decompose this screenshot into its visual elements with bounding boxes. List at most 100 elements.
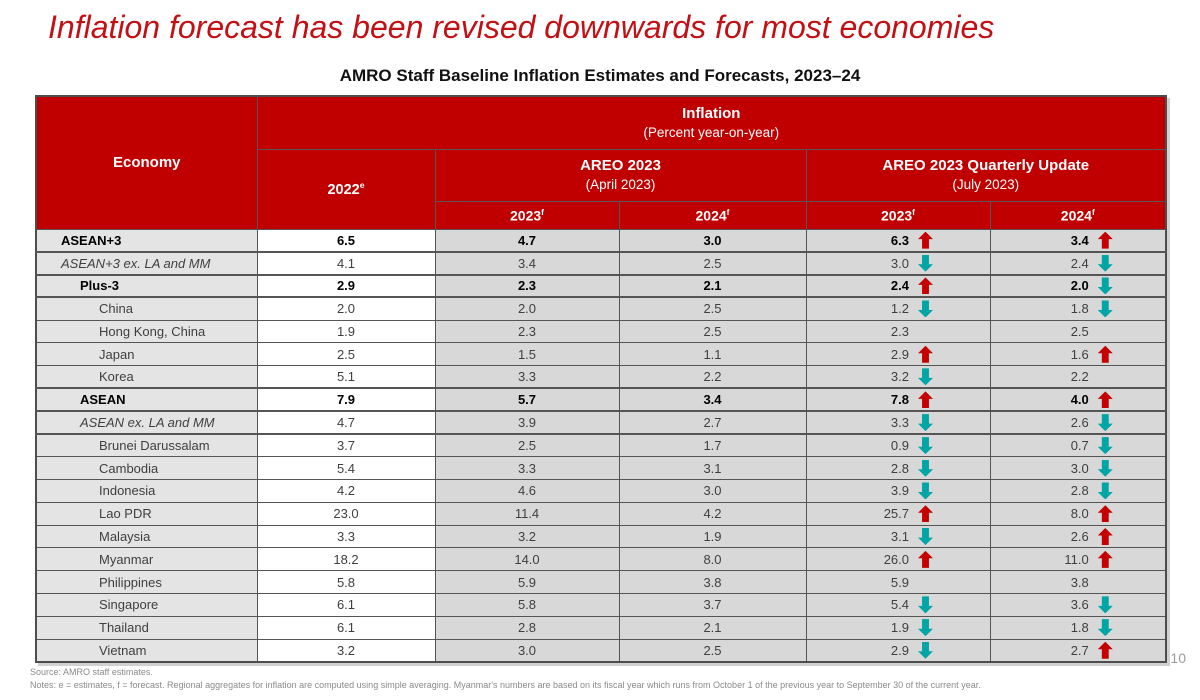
down-arrow-icon [1097,437,1113,455]
value-april-2023: 1.5 [435,342,619,366]
value-april-2024: 3.7 [618,593,806,617]
forecast-cell: 2.8 [805,456,990,480]
value-2022: 18.2 [256,547,436,571]
value-april-2023: 5.8 [435,593,619,617]
up-arrow-icon [1097,528,1113,546]
economy-cell: Lao PDR [36,501,257,526]
down-arrow-icon [918,368,933,386]
value-april-2023: 2.3 [435,273,619,298]
forecast-cell: 1.9 [805,615,990,640]
inflation-forecast-table: Economy Inflation (Percent year-on-year)… [35,95,1168,663]
value-april-2024: 2.5 [618,296,806,321]
economy-name: Plus-3 [80,278,120,294]
down-arrow-icon [1097,596,1113,614]
forecast-cell: 2.4 [805,273,990,298]
up-arrow-icon [918,231,933,249]
economy-name: Malaysia [99,529,151,545]
value-2022: 4.1 [256,250,436,275]
table-row: Singapore 6.1 5.8 3.7 5.4 3.6 [36,593,1167,617]
economy-cell: ASEAN+3 ex. LA and MM [36,250,257,275]
economy-name: Singapore [99,597,159,613]
value-2022: 23.0 [256,501,436,526]
value-april-2023: 14.0 [435,547,619,571]
value-2022: 6.1 [256,615,436,640]
header-july-2024: 2024f [989,200,1167,230]
forecast-cell: 2.9 [805,342,990,366]
economy-name: Lao PDR [99,506,152,522]
forecast-cell: 2.9 [805,638,990,662]
down-arrow-icon [918,596,933,614]
down-arrow-icon [1097,300,1113,318]
forecast-value: 8.0 [1070,506,1089,522]
economy-name: ASEAN ex. LA and MM [80,415,215,431]
forecast-value: 2.5 [1070,324,1089,340]
header-july-2023: 2023f [805,200,991,230]
forecast-cell: 4.0 [989,387,1167,412]
value-april-2023: 3.3 [435,365,619,389]
down-arrow-icon [918,254,933,272]
header-april-2024: 2024f [618,200,807,230]
up-arrow-icon [1097,345,1113,363]
value-april-2024: 1.7 [618,433,806,457]
forecast-value: 5.4 [890,597,909,613]
forecast-value: 2.7 [1070,642,1089,658]
economy-name: Indonesia [99,483,156,499]
table-row: Vietnam 3.2 3.0 2.5 2.9 2.7 [36,638,1167,662]
forecast-cell: 0.9 [805,433,990,457]
economy-name: Vietnam [99,642,147,658]
value-2022: 4.7 [256,410,436,435]
value-april-2024: 2.7 [618,410,806,435]
table-row: ASEAN 7.9 5.7 3.4 7.8 4.0 [36,387,1167,412]
down-arrow-icon [918,459,933,477]
value-april-2024: 2.2 [618,365,806,389]
footnotes: Source: AMRO staff estimates. Notes: e =… [30,666,1180,692]
value-april-2023: 3.4 [435,250,619,275]
economy-name: Brunei Darussalam [99,438,210,454]
value-april-2023: 3.3 [435,456,619,480]
forecast-cell: 7.8 [805,387,990,412]
down-arrow-icon [1097,619,1113,637]
value-2022: 7.9 [256,387,436,412]
economy-cell: Vietnam [36,638,257,662]
down-arrow-icon [918,641,933,659]
value-april-2024: 3.0 [618,479,806,503]
forecast-cell: 3.3 [805,410,990,435]
down-arrow-icon [1097,482,1113,500]
forecast-value: 1.9 [890,620,909,636]
forecast-value: 3.0 [1070,460,1089,476]
table-row: Philippines 5.8 5.9 3.8 5.9 3.8 [36,570,1167,594]
economy-cell: Malaysia [36,524,257,548]
table-row: Plus-3 2.9 2.3 2.1 2.4 2.0 [36,273,1167,298]
forecast-value: 1.2 [890,301,909,317]
economy-name: Korea [99,369,134,385]
table-row: Thailand 6.1 2.8 2.1 1.9 1.8 [36,615,1167,640]
value-april-2023: 3.0 [435,638,619,662]
value-2022: 6.1 [256,593,436,617]
table-header: Economy Inflation (Percent year-on-year)… [35,95,1167,230]
forecast-cell: 3.9 [805,479,990,503]
forecast-cell: 26.0 [805,547,990,571]
economy-name: Japan [99,346,135,362]
table-row: Indonesia 4.2 4.6 3.0 3.9 2.8 [36,479,1167,503]
value-april-2024: 2.5 [618,638,806,662]
table-row: China 2.0 2.0 2.5 1.2 1.8 [36,296,1167,321]
value-2022: 1.9 [256,319,436,343]
economy-cell: Singapore [36,593,257,617]
forecast-value: 5.9 [890,574,909,590]
value-2022: 3.7 [256,433,436,457]
table-row: Lao PDR 23.0 11.4 4.2 25.7 8.0 [36,501,1167,526]
up-arrow-icon [1097,550,1113,568]
forecast-cell: 1.8 [989,615,1167,640]
table-row: Hong Kong, China 1.9 2.3 2.5 2.3 2.5 [36,319,1167,343]
forecast-value: 2.6 [1070,529,1089,545]
up-arrow-icon [918,505,933,523]
forecast-cell: 3.4 [989,228,1167,252]
value-2022: 6.5 [256,228,436,252]
value-april-2023: 4.7 [435,228,619,252]
economy-name: Cambodia [99,460,159,476]
economy-cell: ASEAN [36,387,257,412]
header-april-2023: 2023f [434,200,620,230]
economy-name: Myanmar [99,551,154,567]
forecast-value: 2.4 [1070,255,1089,271]
value-2022: 4.2 [256,479,436,503]
